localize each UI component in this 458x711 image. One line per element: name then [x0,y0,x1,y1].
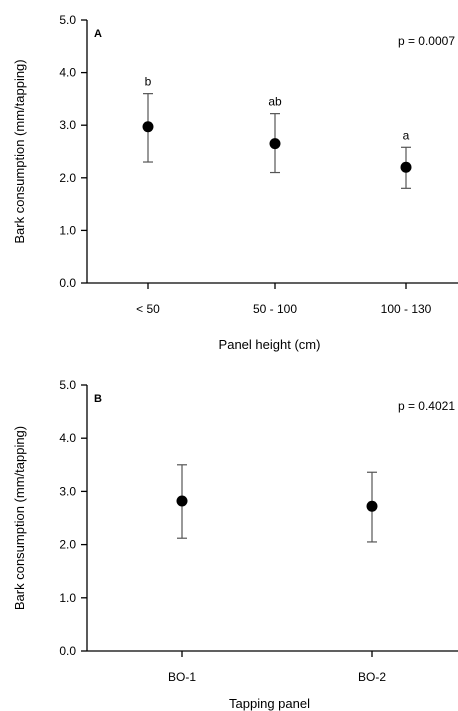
panel-a-y-tick-label: 0.0 [59,276,76,290]
panel-b-y-tick-label: 5.0 [59,378,76,392]
panel-b-y-tick-label: 2.0 [59,538,76,552]
panel-a-data-point [400,161,412,173]
panel-b-panel-label: B [94,393,102,405]
panel-b-y-tick-label: 1.0 [59,591,76,605]
panel-b-data-point [176,495,188,507]
panel-b-x-axis-title: Tapping panel [229,696,310,711]
panel-a-y-tick-label: 3.0 [59,118,76,132]
panel-a-data-point [142,121,154,133]
panel-a-data-point [269,138,281,150]
panel-a-x-tick-label: 50 - 100 [253,302,297,316]
panel-a-y-tick-label: 5.0 [59,13,76,27]
panel-b-y-tick-label: 4.0 [59,431,76,445]
panel-b-x-tick-label: BO-2 [358,670,386,684]
panel-a-y-tick-label: 1.0 [59,223,76,237]
panel-b-y-axis-title: Bark consumption (mm/tapping) [12,426,27,610]
panel-b-x-tick-label: BO-1 [168,670,196,684]
panel-a-x-axis-title: Panel height (cm) [219,337,321,352]
panel-a-group-letter: b [145,75,152,89]
panel-b-y-tick-label: 0.0 [59,644,76,658]
panel-a-group-letter: ab [268,95,282,109]
panel-a-panel-label: A [94,28,102,40]
panel-a-x-tick-label: 100 - 130 [381,302,432,316]
panel-a-p-value: p = 0.0007 [398,34,455,48]
panel-b-data-point [366,500,378,512]
panel-b-y-tick-label: 3.0 [59,484,76,498]
panel-a-y-tick-label: 4.0 [59,66,76,80]
panel-b-p-value: p = 0.4021 [398,399,455,413]
panel-a-x-tick-label: < 50 [136,302,160,316]
panel-a-y-tick-label: 2.0 [59,171,76,185]
panel-a-group-letter: a [403,128,410,142]
panel-a-y-axis-title: Bark consumption (mm/tapping) [12,59,27,243]
